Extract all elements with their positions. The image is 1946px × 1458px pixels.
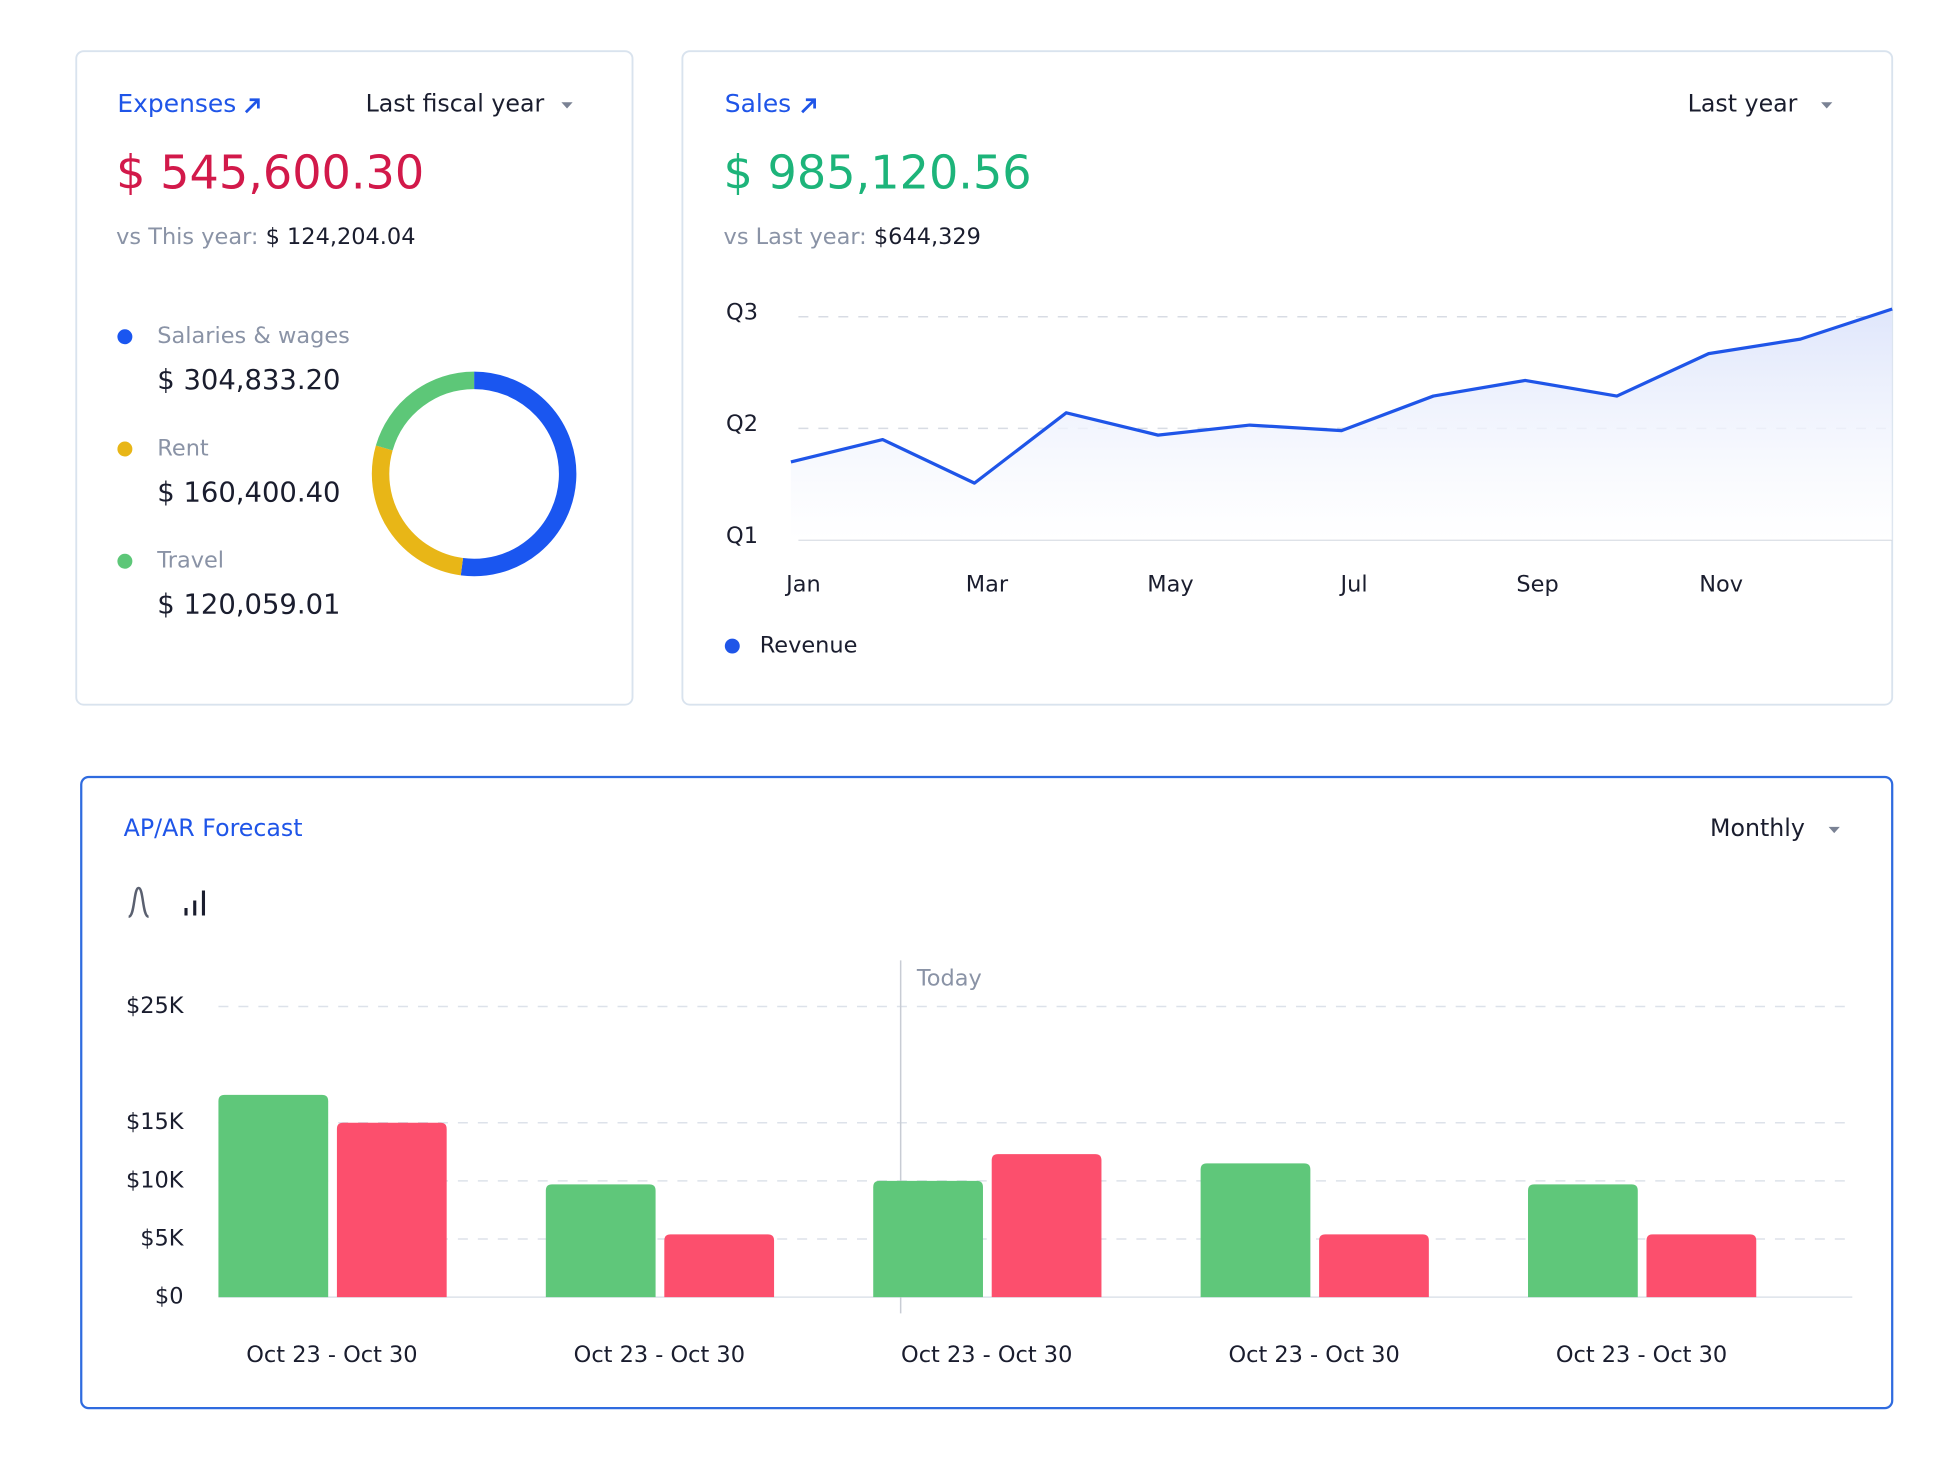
period-select[interactable]: Last fiscal year [366,89,545,117]
comparison: vs This year: $ 124,204.04 [116,223,415,249]
bar [664,1234,775,1298]
period-select[interactable]: Monthly [1710,814,1805,842]
x-tick-label: Oct 23 - Oct 30 [1228,1342,1399,1368]
bar [1200,1163,1311,1298]
caret[interactable] [1821,102,1833,109]
x-tick-label: Nov [1699,571,1743,597]
y-tick-label: $0 [155,1284,184,1310]
comparison-label: vs This year: [116,223,258,249]
x-tick-label: Oct 23 - Oct 30 [246,1342,417,1368]
x-tick-label: Jan [784,571,821,597]
link-icon[interactable] [244,98,260,114]
annotation: Today [916,966,982,992]
y-tick-label: $15K [126,1109,185,1135]
y-tick-label: Q2 [726,411,758,437]
legend-value: $ 120,059.01 [157,590,340,621]
forecast-card [80,775,1894,1410]
legend-value: $ 304,833.20 [157,365,340,396]
x-tick-label: May [1147,571,1193,597]
card-title[interactable]: Expenses [117,89,236,118]
link-icon[interactable] [801,98,816,114]
y-tick-label: $10K [126,1167,185,1193]
y-tick-label: Q1 [726,523,758,549]
legend-label: Rent [157,435,209,461]
y-tick-label: $5K [140,1225,185,1251]
legend-value: $ 160,400.40 [157,477,340,508]
x-tick-label: Sep [1516,571,1558,597]
legend-dot [117,553,133,569]
period-select[interactable]: Last year [1688,89,1798,117]
bar-chart-toggle[interactable] [184,890,206,916]
comparison-value: $ 124,204.04 [266,223,416,249]
total: $ 985,120.56 [724,145,1032,199]
total: $ 545,600.30 [116,145,424,199]
expenses-card [75,50,634,706]
caret[interactable] [561,102,573,109]
bar [873,1180,983,1298]
legend-dot [724,638,740,654]
x-tick-label: Oct 23 - Oct 30 [574,1342,745,1368]
legend-dot [117,329,133,345]
line [790,307,1893,485]
x-tick-label: Mar [966,571,1009,597]
y-tick-label: $25K [126,993,185,1019]
bar [1319,1234,1429,1298]
bar [991,1154,1102,1298]
bar [1528,1184,1638,1298]
legend-dot [117,441,133,457]
legend-label: Salaries & wages [157,323,350,349]
line-chart-toggle[interactable] [127,886,150,918]
donut-segment [375,371,475,451]
bar [1646,1234,1757,1298]
x-tick-label: Jul [1338,571,1367,597]
bar [545,1184,656,1298]
x-tick-label: Oct 23 - Oct 30 [901,1342,1072,1368]
card-title[interactable]: Sales [725,89,791,118]
legend-label: Revenue [760,633,858,659]
comparison-label: vs Last year: [724,223,867,249]
card-title: AP/AR Forecast [124,814,303,842]
bar [218,1094,329,1298]
comparison: vs Last year: $644,329 [724,223,981,249]
donut-segment [371,445,464,576]
donut-segment [460,371,577,577]
x-tick-label: Oct 23 - Oct 30 [1556,1342,1727,1368]
bar [336,1122,447,1298]
y-tick-label: Q3 [726,300,758,326]
comparison-value: $644,329 [874,223,981,249]
area [790,308,1893,541]
caret[interactable] [1828,826,1840,834]
legend-label: Travel [156,548,224,574]
